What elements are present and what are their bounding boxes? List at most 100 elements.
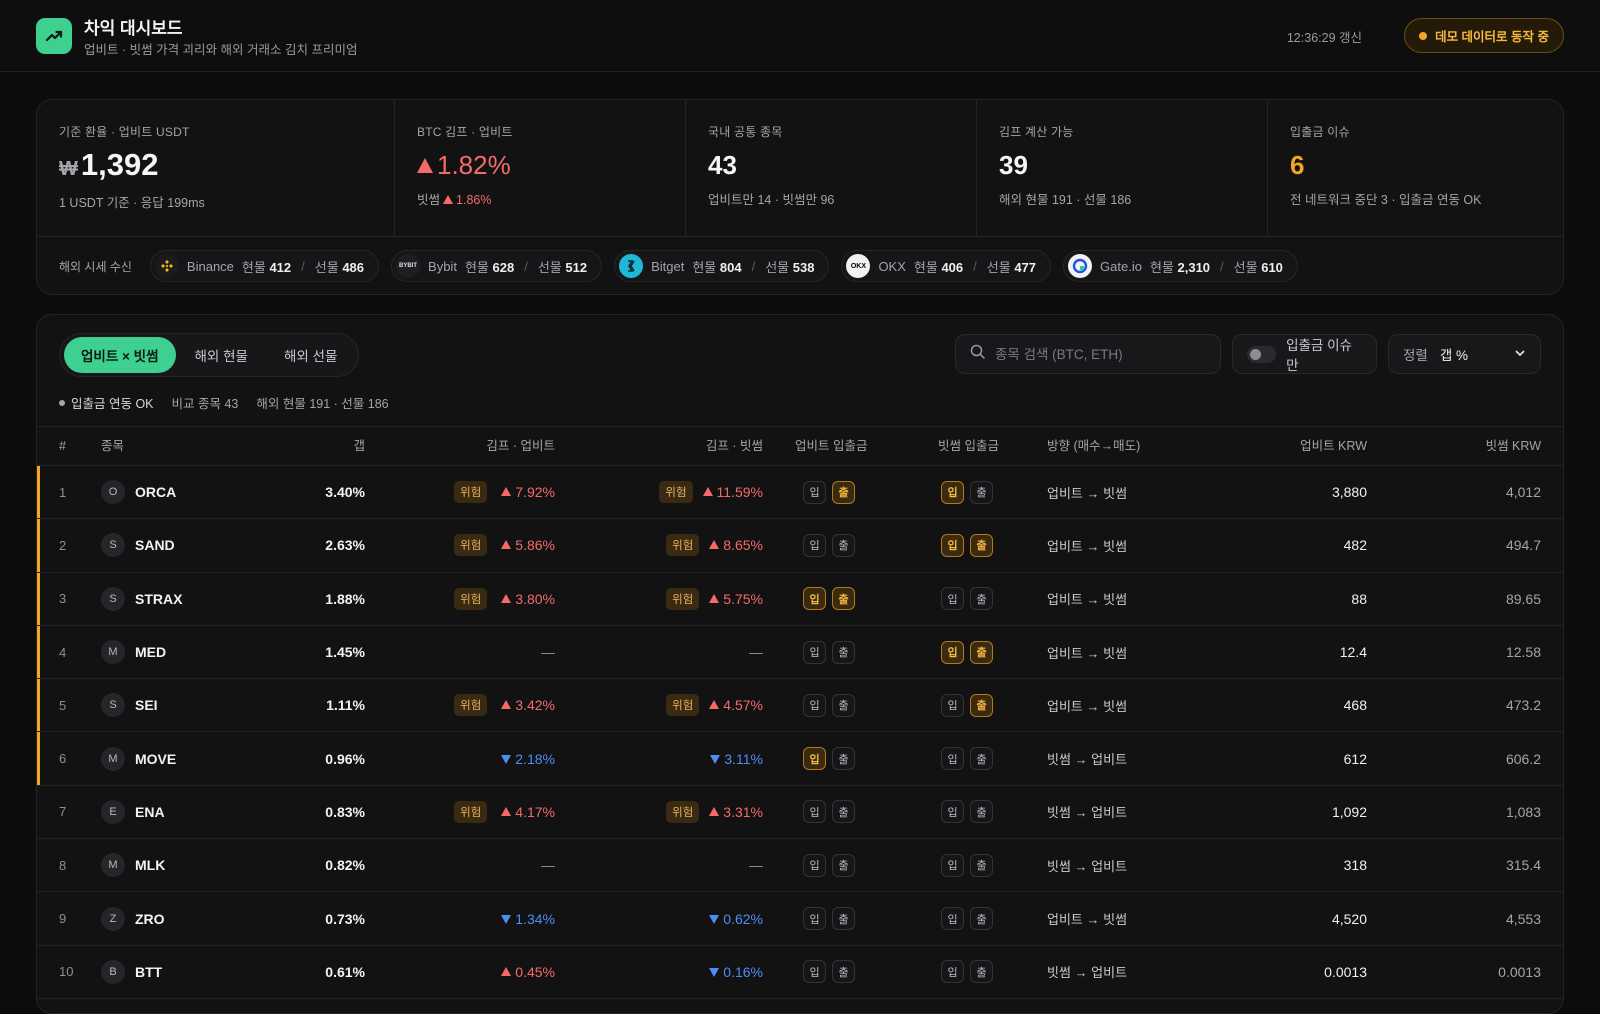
symbol-cell[interactable]: S SEI bbox=[101, 679, 158, 731]
symbol-cell[interactable]: O ORCA bbox=[101, 466, 176, 518]
withdraw-badge[interactable]: 출 bbox=[832, 533, 855, 557]
deposit-badge[interactable]: 입 bbox=[803, 907, 826, 931]
withdraw-badge[interactable]: 출 bbox=[832, 907, 855, 931]
deposit-badge[interactable]: 입 bbox=[803, 480, 826, 504]
col-kimchi-bithumb[interactable]: 김프 · 빗썸 bbox=[705, 439, 763, 453]
kimchi-value: 3.31% bbox=[709, 804, 763, 820]
table-row[interactable]: 8 M MLK 0.82% — — 입 출 입 출 빗썸 → 업비트 318 315.4 bbox=[37, 839, 1563, 893]
withdraw-badge[interactable]: 출 bbox=[832, 747, 855, 771]
deposit-badge[interactable]: 입 bbox=[803, 853, 826, 877]
col-symbol[interactable]: 종목 bbox=[101, 439, 125, 453]
exchange-chip-okx[interactable]: OKX OKX 현물 406/선물 477 bbox=[841, 250, 1052, 282]
kimchi-bithumb-cell: 위험 8.65% bbox=[666, 519, 763, 571]
tab-overseas-spot[interactable]: 해외 현물 bbox=[194, 349, 248, 364]
withdraw-badge[interactable]: 출 bbox=[832, 640, 855, 664]
symbol-cell[interactable]: S SAND bbox=[101, 519, 175, 571]
symbol-cell[interactable]: M MED bbox=[101, 626, 166, 678]
deposit-badge[interactable]: 입 bbox=[941, 533, 964, 557]
withdraw-badge[interactable]: 출 bbox=[970, 960, 993, 984]
table-row[interactable]: 9 Z ZRO 0.73% 1.34% 0.62% 입 출 입 출 업비트 → 빗썸 4,520 4,5… bbox=[37, 892, 1563, 946]
table-row[interactable]: 7 E ENA 0.83% 위험 4.17% 위험 3.31% 입 출 입 출 빗썸 → 업비트 1,09… bbox=[37, 786, 1563, 840]
deposit-badge[interactable]: 입 bbox=[803, 693, 826, 717]
table-row[interactable]: 1 O ORCA 3.40% 위험 7.92% 위험 11.59% 입 출 입 출 업비트 → 빗썸 3,… bbox=[37, 466, 1563, 520]
table-row[interactable]: 4 M MED 1.45% — — 입 출 입 출 업비트 → 빗썸 12.4 12.58 bbox=[37, 625, 1563, 680]
deposit-badge[interactable]: 입 bbox=[803, 800, 826, 824]
tab-overseas-futures[interactable]: 해외 선물 bbox=[283, 349, 338, 364]
withdraw-badge[interactable]: 출 bbox=[832, 480, 855, 504]
col-kimchi-upbit[interactable]: 김프 · 업비트 bbox=[486, 439, 555, 453]
symbol-cell[interactable]: Z ZRO bbox=[101, 892, 165, 944]
withdraw-badge[interactable]: 출 bbox=[832, 960, 855, 984]
deposit-badge[interactable]: 입 bbox=[941, 907, 964, 931]
withdraw-badge[interactable]: 출 bbox=[832, 587, 855, 611]
col-gap[interactable]: 갭 bbox=[353, 439, 365, 453]
coin-avatar: E bbox=[101, 799, 125, 824]
exchange-chip-bybit[interactable]: BYBIT Bybit 현물 628/선물 512 bbox=[391, 250, 603, 282]
deposit-badge[interactable]: 입 bbox=[803, 960, 826, 984]
deposit-badge[interactable]: 입 bbox=[941, 853, 964, 877]
symbol-cell[interactable]: B BTT bbox=[101, 946, 162, 998]
table-row[interactable]: 5 S SEI 1.11% 위험 3.42% 위험 4.57% 입 출 입 출 업비트 → 빗썸 468 4… bbox=[37, 679, 1563, 733]
deposit-badge[interactable]: 입 bbox=[941, 800, 964, 824]
direction-cell: 빗썸 → 업비트 bbox=[1047, 752, 1128, 768]
withdraw-badge[interactable]: 출 bbox=[832, 853, 855, 877]
overseas-count: 해외 현물 191 · 선물 186 bbox=[256, 397, 389, 411]
kimchi-upbit-cell: 2.18% bbox=[501, 732, 555, 784]
toggle-switch[interactable] bbox=[1247, 345, 1277, 363]
withdraw-badge[interactable]: 출 bbox=[970, 907, 993, 931]
deposit-badge[interactable]: 입 bbox=[941, 640, 964, 664]
table-row[interactable]: 3 S STRAX 1.88% 위험 3.80% 위험 5.75% 입 출 입 출 업비트 → 빗썸 88… bbox=[37, 572, 1563, 626]
deposit-badge[interactable]: 입 bbox=[941, 960, 964, 984]
deposit-badge[interactable]: 입 bbox=[803, 747, 826, 771]
col-bithumb-transfer: 빗썸 입출금 bbox=[938, 439, 999, 453]
search-input[interactable] bbox=[995, 346, 1195, 362]
tab-upbit-bithumb[interactable]: 업비트 × 빗썸 bbox=[64, 337, 176, 373]
table-row[interactable]: 10 B BTT 0.61% 0.45% 0.16% 입 출 입 출 빗썸 → 업비트 0.0013 0… bbox=[37, 946, 1563, 999]
sort-select[interactable]: 정렬 갭 % bbox=[1388, 334, 1541, 374]
withdraw-badge[interactable]: 출 bbox=[970, 480, 993, 504]
deposit-badge[interactable]: 입 bbox=[941, 480, 964, 504]
withdraw-badge[interactable]: 출 bbox=[970, 587, 993, 611]
col-bithumb-krw[interactable]: 빗썸 KRW bbox=[1485, 439, 1541, 453]
triangle-up-icon bbox=[501, 487, 512, 497]
demo-mode-badge[interactable]: 데모 데이터로 동작 중 bbox=[1404, 18, 1564, 53]
withdraw-badge[interactable]: 출 bbox=[970, 853, 993, 877]
withdraw-badge[interactable]: 출 bbox=[970, 533, 993, 557]
coin-avatar: M bbox=[101, 640, 125, 665]
deposit-badge[interactable]: 입 bbox=[803, 533, 826, 557]
withdraw-badge[interactable]: 출 bbox=[970, 640, 993, 664]
search-box[interactable] bbox=[955, 334, 1221, 374]
withdraw-badge[interactable]: 출 bbox=[970, 693, 993, 717]
exchange-chip-bitget[interactable]: Bitget 현물 804/선물 538 bbox=[614, 250, 830, 282]
withdraw-badge[interactable]: 출 bbox=[832, 693, 855, 717]
table-row[interactable]: 2 S SAND 2.63% 위험 5.86% 위험 8.65% 입 출 입 출 업비트 → 빗썸 482… bbox=[37, 519, 1563, 573]
transfer-issue-filter[interactable]: 입출금 이슈만 bbox=[1232, 334, 1377, 374]
deposit-badge[interactable]: 입 bbox=[803, 640, 826, 664]
coin-avatar: S bbox=[101, 693, 125, 718]
symbol-cell[interactable]: S STRAX bbox=[101, 573, 182, 625]
table-row[interactable]: 6 M MOVE 0.96% 2.18% 3.11% 입 출 입 출 빗썸 → 업비트 612 606.… bbox=[37, 732, 1563, 786]
demo-badge-label: 데모 데이터로 동작 중 bbox=[1435, 30, 1549, 44]
withdraw-badge[interactable]: 출 bbox=[970, 800, 993, 824]
withdraw-badge[interactable]: 출 bbox=[970, 747, 993, 771]
exchange-chip-gateio[interactable]: Gate.io 현물 2,310/선물 610 bbox=[1063, 250, 1298, 282]
exchange-feed-row: 해외 시세 수신 Binance 현물 412/선물 486 BYBIT Byb… bbox=[59, 237, 1298, 294]
deposit-badge[interactable]: 입 bbox=[803, 587, 826, 611]
symbol-cell[interactable]: M MOVE bbox=[101, 732, 176, 784]
exchange-chip-binance[interactable]: Binance 현물 412/선물 486 bbox=[149, 250, 380, 282]
search-icon bbox=[970, 344, 985, 364]
deposit-badge[interactable]: 입 bbox=[941, 747, 964, 771]
kimchi-value: 5.86% bbox=[501, 537, 555, 553]
withdraw-badge[interactable]: 출 bbox=[832, 800, 855, 824]
stat-value: 1.82% bbox=[417, 150, 663, 180]
col-upbit-krw[interactable]: 업비트 KRW bbox=[1300, 439, 1367, 453]
deposit-badge[interactable]: 입 bbox=[941, 587, 964, 611]
col-direction: 방향 (매수→매도) bbox=[1047, 439, 1141, 453]
deposit-badge[interactable]: 입 bbox=[941, 693, 964, 717]
gap-value: 1.11% bbox=[326, 697, 365, 714]
triangle-up-icon bbox=[501, 966, 512, 976]
symbol-cell[interactable]: M MLK bbox=[101, 839, 165, 891]
symbol-cell[interactable]: E ENA bbox=[101, 786, 165, 838]
